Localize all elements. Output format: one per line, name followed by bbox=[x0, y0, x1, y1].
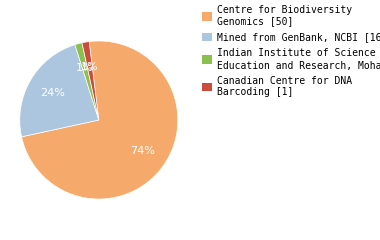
Legend: Centre for Biodiversity
Genomics [50], Mined from GenBank, NCBI [16], Indian Ins: Centre for Biodiversity Genomics [50], M… bbox=[203, 5, 380, 97]
Wedge shape bbox=[82, 42, 99, 120]
Text: 74%: 74% bbox=[130, 146, 155, 156]
Wedge shape bbox=[20, 45, 99, 137]
Text: 24%: 24% bbox=[40, 88, 65, 98]
Text: 1%: 1% bbox=[81, 62, 98, 72]
Wedge shape bbox=[75, 43, 99, 120]
Text: 1%: 1% bbox=[76, 63, 94, 73]
Wedge shape bbox=[22, 41, 178, 199]
